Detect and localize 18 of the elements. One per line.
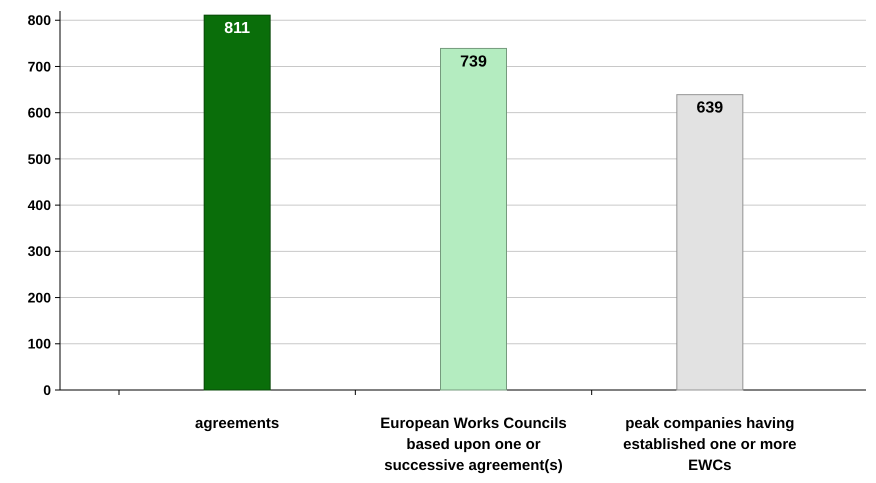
data-label: 639 — [696, 100, 724, 117]
y-tick-label: 0 — [43, 382, 52, 398]
y-tick-label: 200 — [28, 289, 52, 306]
data-label: 811 — [224, 20, 250, 38]
x-tick-label: agreements — [195, 415, 280, 432]
x-tick-label: European Works Councils based upon one or successive agreement(s) — [380, 415, 567, 474]
y-tick-label: 100 — [28, 336, 52, 352]
y-tick-label: 600 — [28, 104, 52, 121]
data-label: 739 — [460, 53, 487, 70]
bar — [440, 48, 507, 390]
y-tick-label: 500 — [28, 150, 52, 167]
bar — [676, 94, 744, 390]
bar — [204, 14, 271, 390]
x-tick-label: peak companies having established one or more EWCs — [623, 415, 797, 474]
y-tick-label: 800 — [28, 12, 52, 28]
y-tick-label: 300 — [28, 243, 52, 260]
y-tick-label: 700 — [28, 58, 52, 74]
y-tick-label: 400 — [28, 197, 52, 214]
